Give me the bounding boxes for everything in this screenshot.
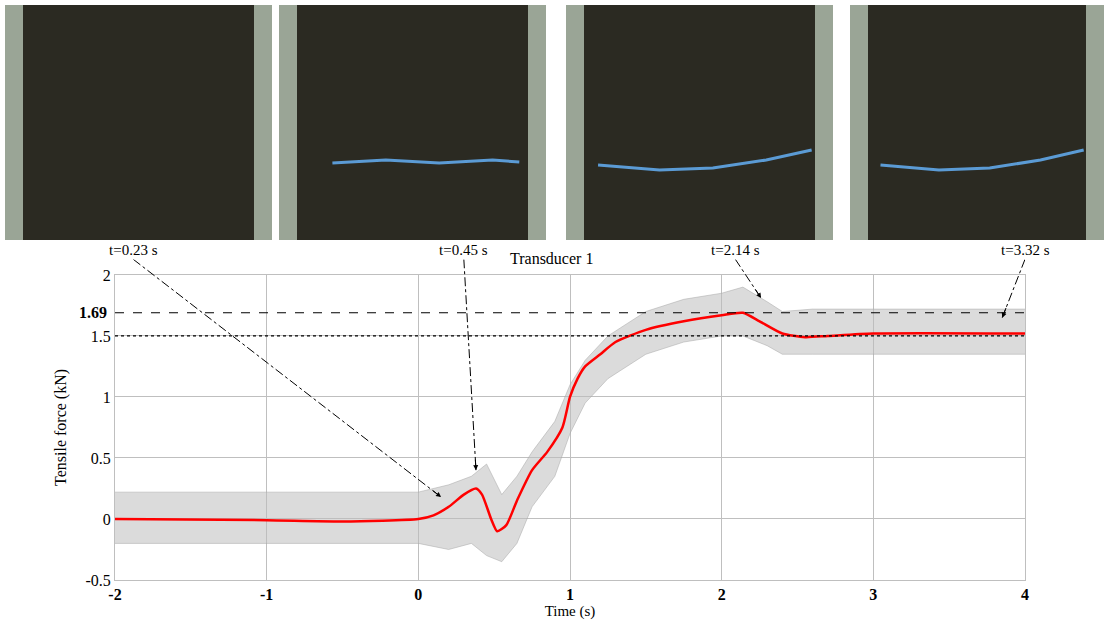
svg-text:1: 1	[566, 586, 574, 603]
svg-text:-1: -1	[260, 586, 273, 603]
svg-text:Transducer 1: Transducer 1	[510, 250, 593, 267]
svg-text:4: 4	[1021, 586, 1029, 603]
svg-text:1.69: 1.69	[79, 304, 107, 321]
svg-text:t=0.23 s: t=0.23 s	[109, 242, 158, 258]
svg-text:0.5: 0.5	[91, 450, 111, 467]
svg-text:-0.5: -0.5	[85, 572, 110, 589]
svg-text:0: 0	[103, 511, 111, 528]
svg-text:0: 0	[414, 586, 422, 603]
svg-text:t=0.45 s: t=0.45 s	[439, 242, 488, 258]
svg-text:t=3.32 s: t=3.32 s	[1001, 242, 1050, 258]
svg-text:t=2.14 s: t=2.14 s	[711, 242, 760, 258]
svg-text:3: 3	[869, 586, 877, 603]
svg-text:2: 2	[718, 586, 726, 603]
svg-text:-2: -2	[108, 586, 121, 603]
svg-text:Time (s): Time (s)	[545, 603, 596, 620]
svg-text:1.5: 1.5	[91, 328, 111, 345]
svg-text:Tensile force (kN): Tensile force (kN)	[52, 369, 70, 486]
svg-text:2: 2	[103, 267, 111, 284]
svg-text:1: 1	[103, 389, 111, 406]
